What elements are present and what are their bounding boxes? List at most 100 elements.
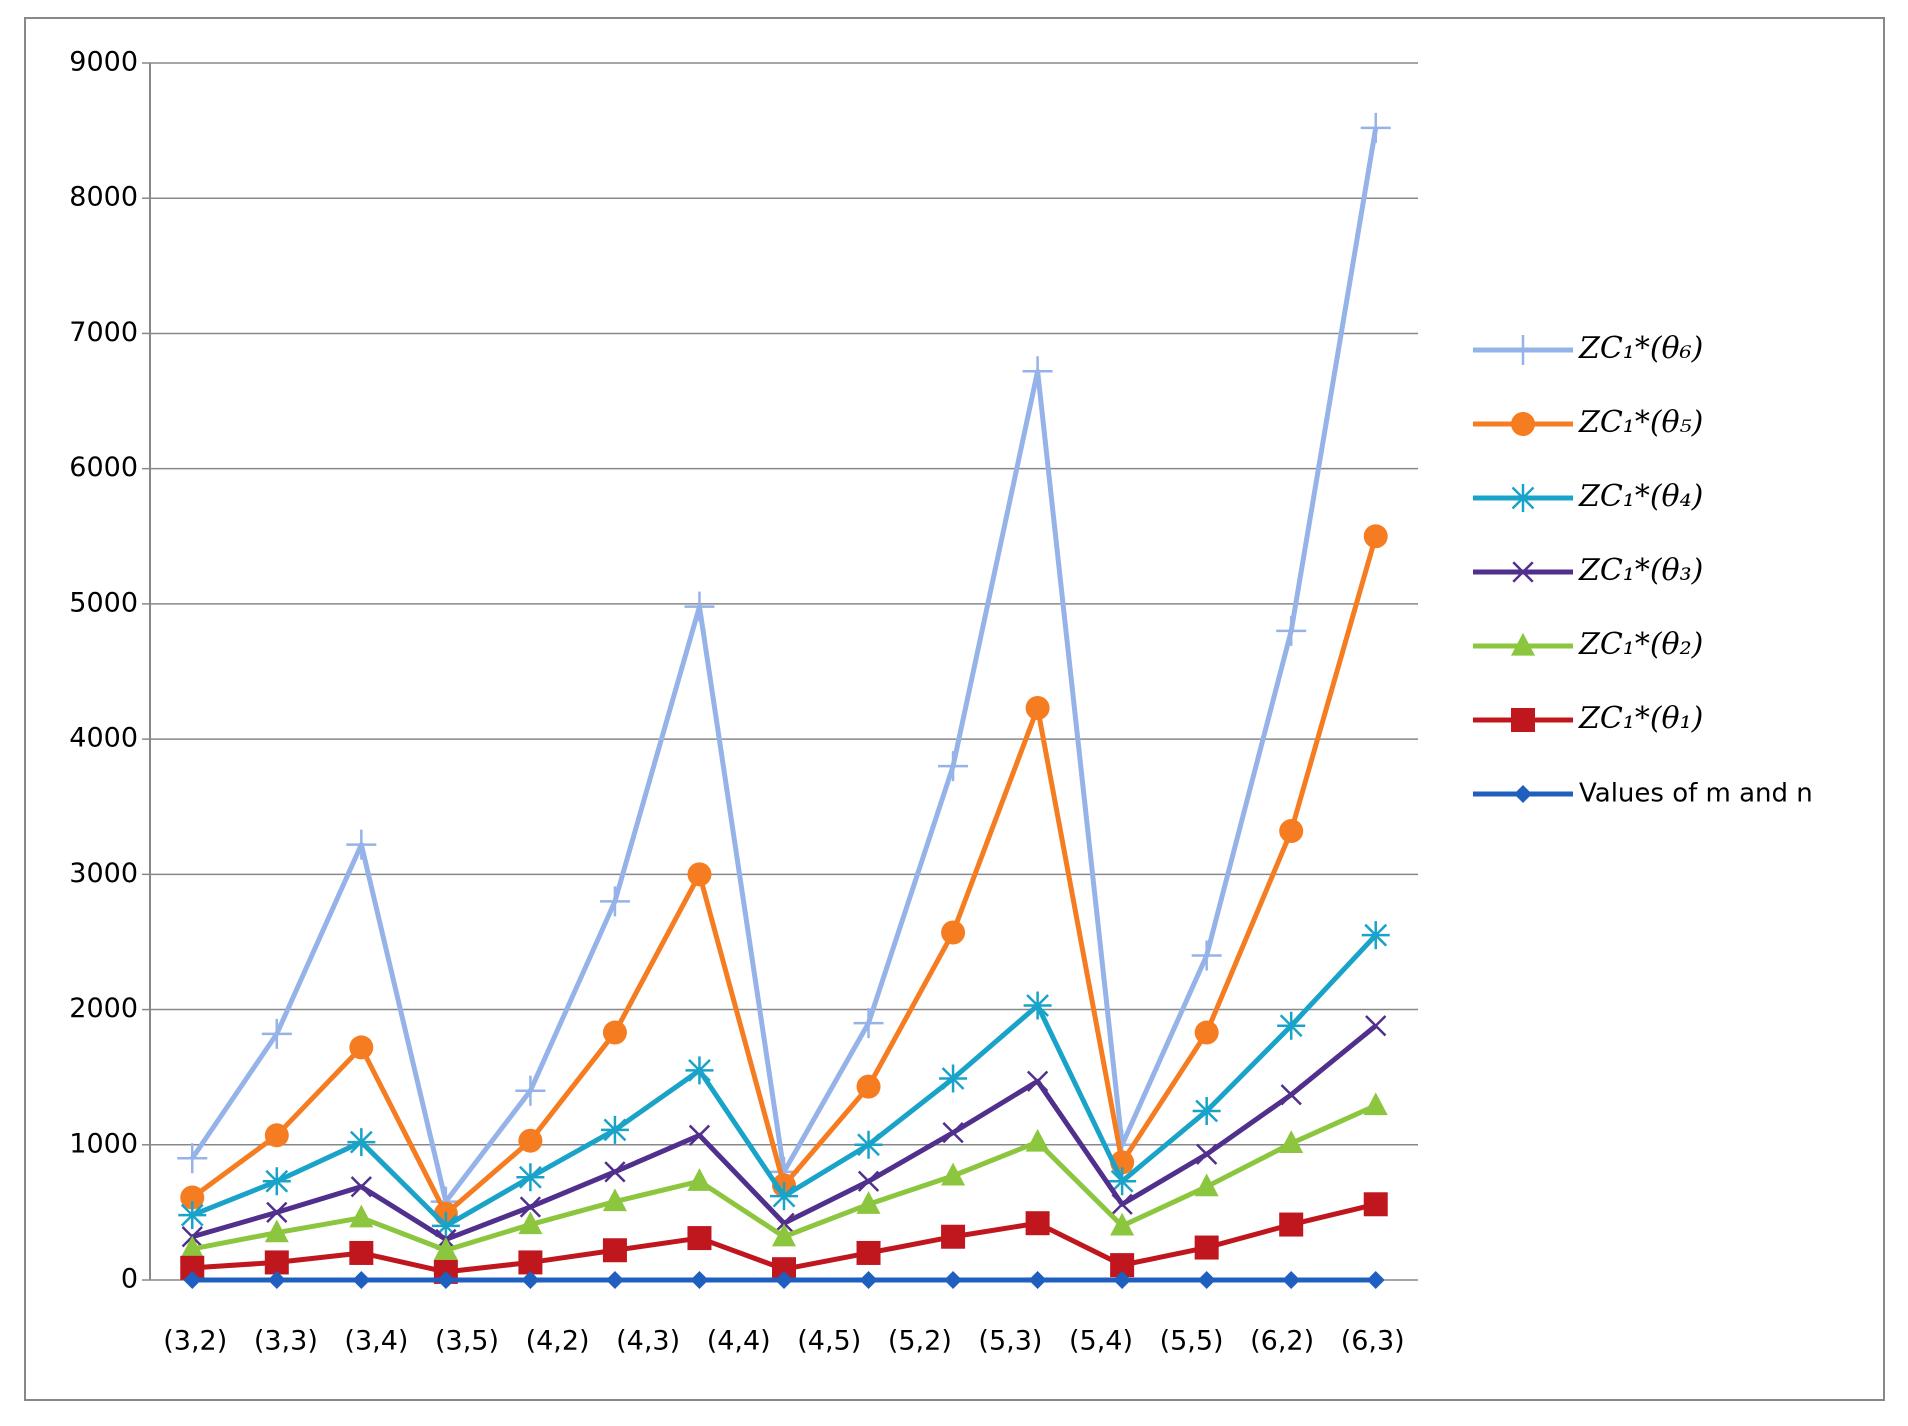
marker bbox=[1023, 991, 1052, 1020]
x-tick-label: (4,3) bbox=[616, 1326, 680, 1357]
y-tick-label: 3000 bbox=[69, 858, 138, 889]
marker bbox=[690, 1271, 709, 1289]
marker bbox=[775, 1271, 793, 1289]
marker bbox=[1512, 561, 1534, 583]
marker bbox=[1022, 356, 1053, 387]
legend-label: ZC₁*(θ₆) bbox=[1578, 331, 1703, 366]
marker bbox=[942, 1121, 964, 1144]
x-tick-label: (6,3) bbox=[1341, 1326, 1405, 1357]
marker bbox=[1110, 1212, 1135, 1236]
legend-label: Values of m and n bbox=[1579, 779, 1813, 809]
marker bbox=[1511, 632, 1535, 656]
marker bbox=[1025, 1128, 1050, 1152]
marker bbox=[347, 1128, 376, 1157]
marker bbox=[1194, 1235, 1219, 1260]
legend-label: ZC₁*(θ₅) bbox=[1578, 405, 1703, 440]
marker bbox=[857, 1170, 880, 1192]
marker bbox=[1511, 708, 1535, 732]
y-tick-label: 4000 bbox=[69, 723, 138, 754]
marker bbox=[602, 1020, 627, 1045]
x-tick-label: (4,4) bbox=[707, 1326, 771, 1357]
marker bbox=[264, 1219, 289, 1243]
marker bbox=[436, 1271, 455, 1289]
marker bbox=[856, 1240, 881, 1265]
marker bbox=[1360, 112, 1391, 143]
marker bbox=[685, 1056, 714, 1085]
marker bbox=[1191, 940, 1222, 971]
marker bbox=[1026, 1070, 1049, 1092]
marker bbox=[1365, 1015, 1387, 1037]
marker bbox=[770, 1182, 798, 1211]
marker bbox=[1363, 1192, 1388, 1217]
marker bbox=[1361, 921, 1390, 950]
y-tick-label: 0 bbox=[121, 1264, 138, 1295]
marker bbox=[856, 1074, 881, 1099]
marker bbox=[941, 920, 966, 945]
marker bbox=[350, 1176, 372, 1198]
marker bbox=[1514, 785, 1532, 803]
marker bbox=[264, 1250, 289, 1275]
marker bbox=[1280, 1084, 1302, 1106]
y-tick-label: 2000 bbox=[69, 993, 138, 1024]
marker bbox=[521, 1271, 540, 1289]
marker bbox=[944, 1271, 963, 1289]
marker bbox=[264, 1123, 289, 1148]
legend-label: ZC₁*(θ₃) bbox=[1578, 553, 1703, 588]
legend-label: ZC₁*(θ₁) bbox=[1578, 701, 1703, 736]
x-tick-label: (6,2) bbox=[1250, 1326, 1314, 1357]
marker bbox=[1194, 1020, 1219, 1045]
x-tick-label: (3,4) bbox=[344, 1326, 408, 1357]
marker bbox=[600, 1115, 629, 1144]
marker bbox=[433, 1237, 458, 1260]
marker bbox=[1028, 1271, 1047, 1289]
marker bbox=[687, 1226, 712, 1251]
marker bbox=[941, 1162, 966, 1186]
marker bbox=[267, 1271, 286, 1289]
marker bbox=[518, 1128, 543, 1153]
marker bbox=[938, 751, 969, 782]
marker bbox=[605, 1271, 624, 1289]
x-tick-label: (5,2) bbox=[888, 1326, 952, 1357]
marker bbox=[688, 1124, 711, 1146]
marker bbox=[180, 1235, 205, 1259]
marker bbox=[854, 1130, 883, 1159]
legend-label: ZC₁*(θ₄) bbox=[1578, 479, 1703, 514]
marker bbox=[1113, 1271, 1132, 1289]
legend-label: ZC₁*(θ₂) bbox=[1578, 627, 1703, 662]
marker bbox=[1196, 1143, 1218, 1165]
marker bbox=[602, 1188, 627, 1212]
y-tick-label: 5000 bbox=[69, 587, 138, 618]
marker bbox=[1282, 1271, 1301, 1289]
y-tick-label: 1000 bbox=[69, 1128, 138, 1159]
y-tick-label: 6000 bbox=[69, 452, 138, 483]
y-tick-label: 7000 bbox=[69, 317, 138, 348]
marker bbox=[515, 1075, 546, 1106]
marker bbox=[349, 1204, 374, 1228]
marker bbox=[1511, 412, 1535, 436]
marker bbox=[518, 1211, 543, 1235]
chart-border bbox=[24, 17, 1885, 1401]
marker bbox=[859, 1271, 878, 1289]
marker bbox=[856, 1191, 881, 1214]
marker bbox=[1279, 1212, 1304, 1237]
marker bbox=[1197, 1271, 1216, 1289]
marker bbox=[1025, 1211, 1050, 1236]
marker bbox=[1363, 1092, 1388, 1116]
marker bbox=[599, 886, 630, 917]
marker bbox=[352, 1271, 371, 1289]
x-tick-label: (5,4) bbox=[1069, 1326, 1133, 1357]
marker bbox=[772, 1223, 796, 1247]
marker bbox=[1509, 484, 1537, 512]
marker bbox=[349, 1035, 374, 1060]
marker bbox=[346, 829, 377, 860]
marker bbox=[1363, 524, 1388, 549]
marker bbox=[687, 862, 712, 887]
x-tick-label: (5,3) bbox=[978, 1326, 1042, 1357]
marker bbox=[1194, 1173, 1219, 1197]
marker bbox=[1025, 696, 1050, 721]
marker bbox=[1508, 335, 1538, 365]
marker bbox=[1192, 1096, 1221, 1125]
marker bbox=[518, 1250, 543, 1275]
marker bbox=[853, 1008, 884, 1039]
marker bbox=[1366, 1271, 1385, 1289]
